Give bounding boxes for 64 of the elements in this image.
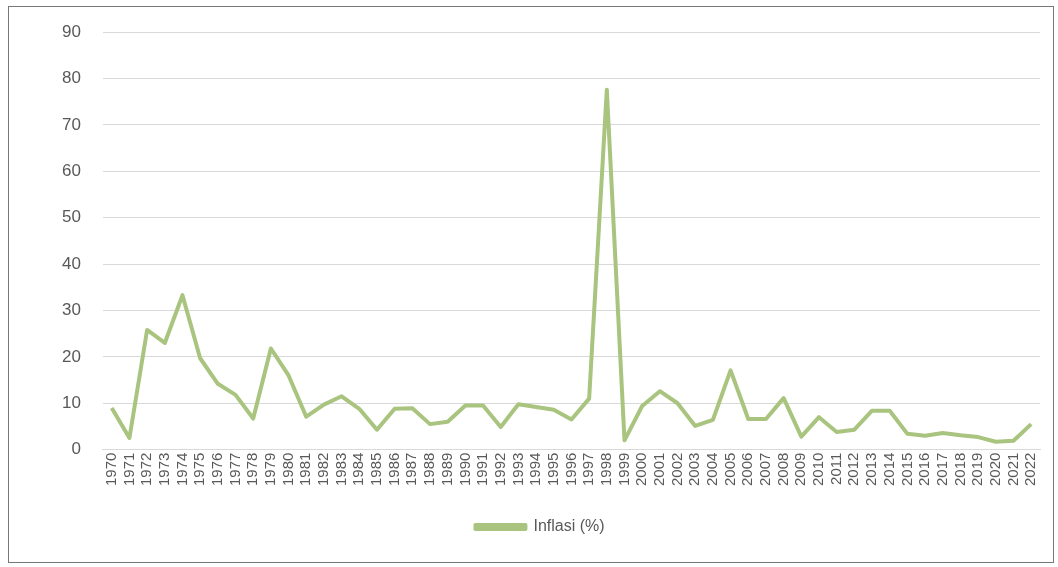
x-tick-label: 1985 bbox=[367, 452, 385, 487]
x-tick-label: 2009 bbox=[791, 452, 809, 487]
y-tick-label: 0 bbox=[71, 439, 81, 459]
x-tick-label: 1976 bbox=[207, 452, 225, 487]
x-tick-label: 2004 bbox=[703, 452, 721, 487]
x-tick-label: 1993 bbox=[508, 452, 526, 487]
x-tick-label: 2011 bbox=[826, 452, 844, 485]
y-tick-label: 40 bbox=[61, 253, 81, 273]
x-tick-label: 1991 bbox=[473, 452, 491, 487]
x-tick-label: 2005 bbox=[720, 452, 738, 487]
y-tick-label: 50 bbox=[61, 207, 81, 227]
x-tick-label: 1979 bbox=[261, 452, 279, 487]
x-tick-label: 2003 bbox=[685, 452, 703, 487]
x-tick-label: 1972 bbox=[137, 452, 155, 487]
legend-label: Inflasi (%) bbox=[533, 517, 605, 535]
y-tick-label: 80 bbox=[61, 68, 81, 88]
x-tick-label: 1990 bbox=[455, 452, 473, 487]
x-tick-label: 1994 bbox=[526, 452, 544, 487]
x-tick-label: 1971 bbox=[119, 452, 137, 487]
x-tick-label: 1970 bbox=[101, 452, 119, 487]
x-tick-label: 1989 bbox=[437, 452, 455, 487]
y-tick-label: 30 bbox=[61, 300, 81, 320]
x-tick-label: 1977 bbox=[225, 452, 243, 487]
x-tick-label: 1981 bbox=[296, 452, 314, 487]
y-tick-label: 70 bbox=[61, 114, 81, 134]
x-tick-label: 1988 bbox=[420, 452, 438, 487]
x-tick-label: 2008 bbox=[773, 452, 791, 487]
x-tick-label: 1986 bbox=[384, 452, 402, 487]
x-tick-label: 1984 bbox=[349, 452, 367, 487]
x-tick-label: 2007 bbox=[756, 452, 774, 487]
y-tick-label: 10 bbox=[61, 392, 81, 412]
x-tick-label: 2021 bbox=[1003, 452, 1021, 487]
x-tick-label: 2006 bbox=[738, 452, 756, 487]
x-tick-label: 2018 bbox=[950, 452, 968, 487]
x-tick-label: 2000 bbox=[632, 452, 650, 487]
x-tick-label: 2012 bbox=[844, 452, 862, 487]
x-tick-label: 1987 bbox=[402, 452, 420, 487]
x-tick-label: 1995 bbox=[543, 452, 561, 487]
x-tick-label: 1996 bbox=[561, 452, 579, 487]
x-tick-label: 2019 bbox=[968, 452, 986, 487]
x-tick-label: 1975 bbox=[190, 452, 208, 487]
x-tick-label: 2002 bbox=[667, 452, 685, 487]
x-tick-label: 2014 bbox=[879, 452, 897, 487]
x-tick-label: 1974 bbox=[172, 452, 190, 487]
x-tick-label: 1978 bbox=[243, 452, 261, 487]
y-tick-label: 20 bbox=[61, 346, 81, 366]
x-tick-label: 2017 bbox=[932, 452, 950, 487]
x-tick-label: 1998 bbox=[596, 452, 614, 487]
x-tick-label: 2016 bbox=[915, 452, 933, 487]
x-tick-label: 2010 bbox=[809, 452, 827, 487]
x-tick-label: 1973 bbox=[154, 452, 172, 487]
x-tick-label: 2015 bbox=[897, 452, 915, 487]
x-tick-label: 1999 bbox=[614, 452, 632, 487]
y-tick-label: 60 bbox=[61, 161, 81, 181]
x-tick-label: 2001 bbox=[650, 452, 667, 487]
x-tick-label: 1992 bbox=[490, 452, 508, 487]
x-tick-label: 1980 bbox=[278, 452, 296, 487]
x-tick-label: 2020 bbox=[985, 452, 1003, 487]
x-tick-label: 2022 bbox=[1021, 452, 1039, 487]
x-tick-label: 1997 bbox=[579, 452, 597, 487]
x-tick-label: 1982 bbox=[314, 452, 332, 487]
x-tick-label: 1983 bbox=[331, 452, 349, 487]
x-tick-label: 2013 bbox=[862, 452, 880, 487]
y-tick-label: 90 bbox=[61, 21, 81, 41]
